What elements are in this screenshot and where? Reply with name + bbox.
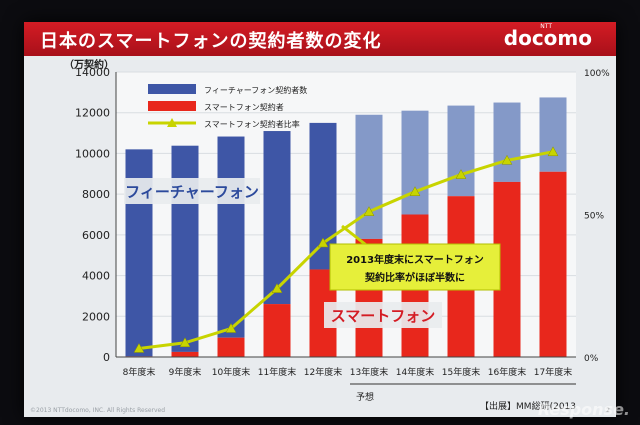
bar-feature-phone — [493, 102, 521, 182]
legend-label: スマートフォン契約者 — [204, 102, 284, 112]
legend-swatch — [148, 101, 196, 111]
x-tick-label: 11年度末 — [258, 366, 296, 378]
y2-tick-label: 100% — [584, 69, 610, 79]
smart-label-bg — [324, 302, 442, 328]
x-tick-label: 13年度末 — [350, 366, 388, 378]
legend-label: スマートフォン契約者比率 — [204, 119, 300, 129]
x-tick-label: 17年度末 — [534, 366, 572, 378]
y-tick-label: 10000 — [75, 147, 110, 160]
bar-feature-phone — [355, 114, 383, 239]
bar-feature-phone — [217, 136, 245, 338]
x-tick-label: 8年度末 — [123, 366, 156, 378]
y-tick-label: 4000 — [82, 270, 110, 283]
x-tick-label: 14年度末 — [396, 366, 434, 378]
bar-feature-phone — [401, 110, 429, 215]
bar-smartphone — [171, 351, 199, 357]
y-tick-label: 12000 — [75, 107, 110, 120]
y-tick-label: 8000 — [82, 188, 110, 201]
bar-smartphone — [539, 171, 567, 357]
title-bar: 日本のスマートフォンの契約者数の変化 NTT docomo — [24, 22, 616, 56]
legend-swatch — [148, 84, 196, 94]
legend-marker — [167, 118, 177, 127]
ratio-point — [409, 186, 421, 196]
slide: 日本のスマートフォンの契約者数の変化 NTT docomo 0 2000 4000 6… — [24, 22, 616, 417]
x-tick-label: 15年度末 — [442, 366, 480, 378]
ratio-point — [179, 337, 191, 347]
y2-tick-label: 0% — [584, 354, 599, 364]
y-tick-label: 0 — [103, 351, 110, 364]
ratio-point — [501, 154, 513, 165]
copyright: ©2013 NTTdocomo, INC. All Rights Reserve… — [30, 407, 166, 414]
x-tick-label: 16年度末 — [488, 366, 526, 378]
ratio-point — [133, 342, 145, 353]
source-note: 【出展】MM総研(2013 — [480, 402, 576, 412]
y-tick-label: 14000 — [75, 66, 110, 79]
watermark: Response. — [537, 400, 630, 419]
legend-label: フィーチャーフォン契約者数 — [204, 85, 307, 95]
y-tick-label: 2000 — [82, 310, 110, 323]
page-number: 2 — [606, 407, 610, 414]
brand-logo: docomo — [503, 26, 592, 50]
bar-feature-phone — [263, 131, 291, 305]
smartphone-label: スマートフォン — [331, 307, 436, 325]
x-tick-label: 9年度末 — [169, 366, 202, 378]
ratio-point — [455, 169, 467, 179]
feature-label-bg — [124, 178, 260, 204]
slide-title: 日本のスマートフォンの契約者数の変化 — [40, 31, 382, 52]
x-tick-label: 10年度末 — [212, 366, 250, 378]
bar-feature-phone — [539, 97, 567, 172]
callout-line-2: 契約比率がほぼ半数に — [365, 271, 465, 284]
callout-box — [329, 243, 501, 291]
bar-smartphone — [263, 304, 291, 357]
ratio-point — [317, 237, 329, 248]
forecast-label: 予想 — [356, 391, 374, 403]
feature-phone-label: フィーチャーフォン — [125, 183, 259, 201]
ratio-point — [363, 206, 375, 216]
x-tick-label: 12年度末 — [304, 366, 342, 378]
brand-sub-logo: NTT — [540, 23, 552, 30]
ratio-point — [271, 283, 283, 293]
bar-feature-phone — [171, 145, 199, 352]
ratio-point — [225, 322, 237, 333]
chart: 0 2000 4000 6000 8000 10000 12000 14000（万契約） 0% 5… — [64, 58, 610, 403]
callout-line-1: 2013年度末にスマートフォン — [346, 253, 484, 266]
bar-smartphone — [217, 337, 245, 357]
y2-tick-label: 50% — [584, 212, 604, 222]
bar-feature-phone — [447, 105, 475, 197]
y-axis-label: （万契約） — [64, 58, 114, 71]
ratio-point — [547, 146, 559, 157]
y-tick-label: 6000 — [82, 229, 110, 242]
